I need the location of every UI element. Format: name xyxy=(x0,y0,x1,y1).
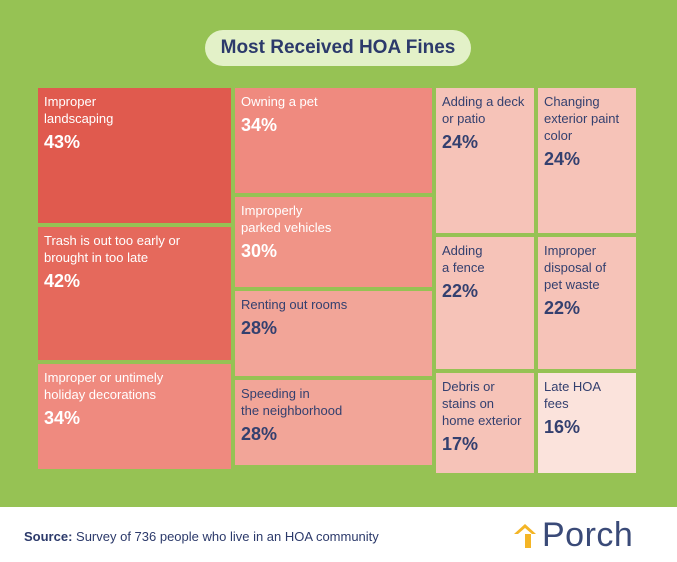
cell-label: Improperly parked vehicles xyxy=(241,203,332,235)
cell-value: 17% xyxy=(442,434,479,454)
cell-label: Improper landscaping xyxy=(44,94,114,126)
treemap-cell: Improper landscaping 43% xyxy=(38,88,231,223)
cell-label: Trash is out too early or brought in too … xyxy=(44,233,181,265)
cell-label: Improper disposal of pet waste xyxy=(544,243,607,292)
cell-value: 43% xyxy=(44,132,81,152)
cell-value: 22% xyxy=(544,298,581,318)
treemap-cell: Debris or stains on home exterior 17% xyxy=(436,373,534,473)
treemap-cell: Late HOA fees 16% xyxy=(538,373,636,473)
cell-label: Debris or stains on home exterior xyxy=(442,379,522,428)
treemap-cell: Trash is out too early or brought in too … xyxy=(38,227,231,360)
porch-roof-icon xyxy=(514,524,536,548)
cell-label: Speeding in the neighborhood xyxy=(241,386,343,418)
cell-label: Adding a deck or patio xyxy=(442,94,525,126)
treemap-cell: Changing exterior paint color 24% xyxy=(538,88,636,233)
source-note: Source: Survey of 736 people who live in… xyxy=(24,529,379,544)
source-text: Survey of 736 people who live in an HOA … xyxy=(72,529,379,544)
cell-value: 28% xyxy=(241,424,278,444)
cell-value: 24% xyxy=(442,132,479,152)
treemap-cell: Improper or untimely holiday decorations 3… xyxy=(38,364,231,469)
cell-label: Adding a fence xyxy=(442,243,485,275)
cell-value: 34% xyxy=(241,115,278,135)
cell-label: Changing exterior paint color xyxy=(544,94,620,143)
cell-value: 30% xyxy=(241,241,278,261)
footer: Source: Survey of 736 people who live in… xyxy=(0,507,677,562)
infographic: Most Received HOA Fines Improper landscap… xyxy=(0,0,677,507)
cell-label: Improper or untimely holiday decorations xyxy=(44,370,164,402)
cell-value: 34% xyxy=(44,408,81,428)
cell-value: 24% xyxy=(544,149,581,169)
cell-value: 22% xyxy=(442,281,479,301)
brand-name: Porch xyxy=(542,515,634,554)
treemap: Improper landscaping 43% Trash is out too e… xyxy=(38,88,638,473)
cell-value: 16% xyxy=(544,417,581,437)
treemap-cell: Adding a fence 22% xyxy=(436,237,534,369)
cell-value: 28% xyxy=(241,318,278,338)
porch-logo: Porch xyxy=(512,515,634,554)
cell-label: Late HOA fees xyxy=(544,379,602,411)
chart-title: Most Received HOA Fines xyxy=(205,30,471,66)
treemap-cell: Improperly parked vehicles 30% xyxy=(235,197,432,287)
treemap-cell: Adding a deck or patio 24% xyxy=(436,88,534,233)
treemap-cell: Owning a pet 34% xyxy=(235,88,432,193)
treemap-cell: Renting out rooms 28% xyxy=(235,291,432,376)
source-prefix: Source: xyxy=(24,529,73,544)
cell-label: Owning a pet xyxy=(241,94,318,109)
cell-label: Renting out rooms xyxy=(241,297,348,312)
treemap-cell: Improper disposal of pet waste 22% xyxy=(538,237,636,369)
cell-value: 42% xyxy=(44,271,81,291)
treemap-cell: Speeding in the neighborhood 28% xyxy=(235,380,432,465)
